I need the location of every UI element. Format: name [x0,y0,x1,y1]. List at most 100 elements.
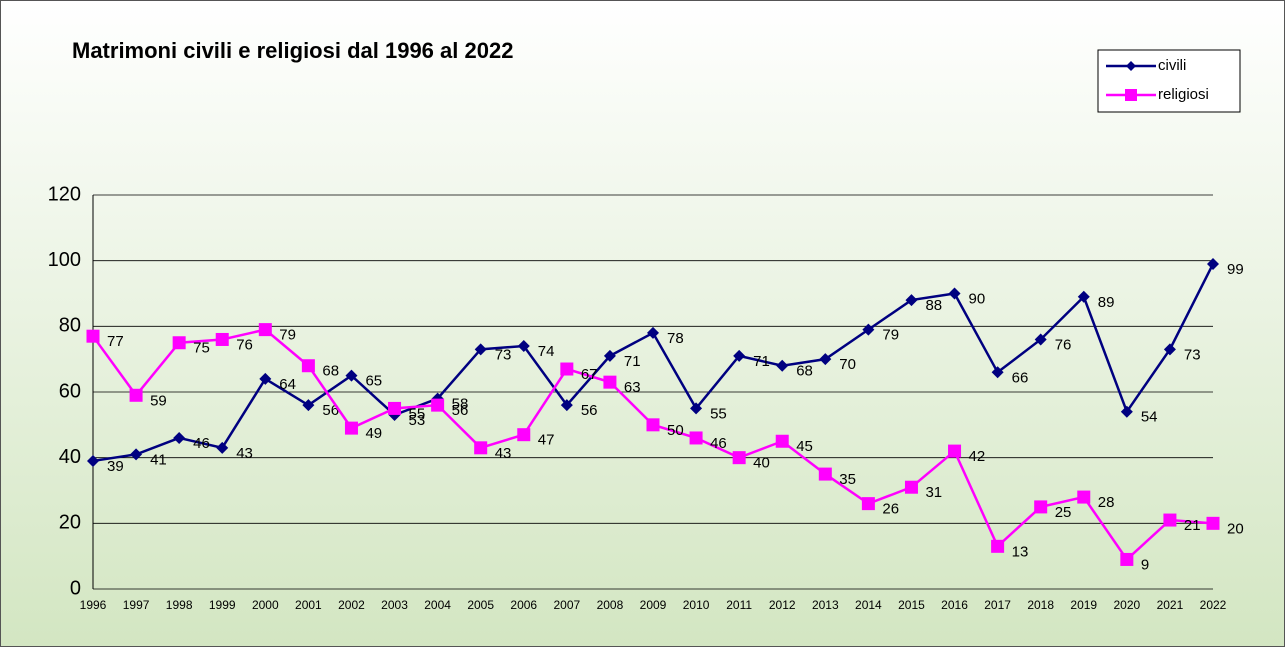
x-tick-label: 1997 [123,598,150,612]
data-label: 35 [839,471,856,488]
data-point [1120,405,1133,418]
x-tick-label: 2022 [1200,598,1227,612]
x-tick-label: 2005 [467,598,494,612]
legend-label: civili [1158,57,1186,74]
legend-label: religiosi [1158,86,1209,103]
data-label: 26 [882,501,899,518]
data-point [172,336,186,350]
data-label: 75 [193,340,210,357]
data-point [1077,290,1090,303]
x-tick-label: 2020 [1113,598,1140,612]
legend-marker [1125,89,1137,101]
x-tick-label: 1996 [80,598,107,612]
data-label: 46 [710,435,727,452]
y-tick-label: 20 [59,512,81,534]
data-label: 89 [1098,294,1115,311]
data-point [991,539,1005,553]
data-label: 21 [1184,517,1201,534]
data-label: 56 [452,402,469,419]
y-tick-label: 100 [48,249,81,271]
data-label: 66 [1012,369,1029,386]
data-point [474,441,488,455]
data-label: 31 [925,484,942,501]
data-point [775,434,789,448]
data-point [948,444,962,458]
data-point [130,448,143,461]
data-label: 68 [322,363,339,380]
data-label: 65 [365,373,382,390]
data-label: 63 [624,379,641,396]
data-point [603,349,616,362]
data-label: 45 [796,438,813,455]
data-label: 55 [710,405,727,422]
data-point [819,353,832,366]
x-tick-label: 2012 [769,598,796,612]
data-label: 74 [538,343,555,360]
x-tick-label: 2006 [510,598,537,612]
x-tick-label: 2010 [683,598,710,612]
data-point [517,340,530,353]
x-tick-label: 2013 [812,598,839,612]
data-point [86,329,100,343]
data-point [258,323,272,337]
data-point [1034,500,1048,514]
data-point [776,359,789,372]
data-label: 76 [1055,336,1072,353]
x-tick-label: 2000 [252,598,279,612]
data-point [173,431,186,444]
data-label: 28 [1098,494,1115,511]
y-tick-label: 120 [48,183,81,205]
data-point [689,431,703,445]
data-label: 58 [452,396,469,413]
data-label: 79 [279,327,296,344]
chart-title: Matrimoni civili e religiosi dal 1996 al… [72,38,513,63]
data-label: 50 [667,422,684,439]
data-point [302,399,315,412]
x-tick-label: 2008 [597,598,624,612]
legend-marker [1126,61,1136,71]
data-label: 55 [409,405,426,422]
data-label: 73 [495,346,512,363]
data-label: 70 [839,356,856,373]
data-label: 42 [969,448,986,465]
data-point [129,388,143,402]
data-label: 25 [1055,504,1072,521]
x-tick-label: 2004 [424,598,451,612]
data-label: 53 [409,412,426,429]
data-point [905,294,918,307]
data-point [647,326,659,339]
data-point [904,480,918,494]
data-point [474,343,487,356]
y-tick-label: 0 [70,577,81,599]
x-tick-label: 2015 [898,598,925,612]
data-label: 54 [1141,409,1158,426]
data-label: 76 [236,336,253,353]
x-tick-label: 2017 [984,598,1011,612]
data-point [646,418,660,432]
data-label: 9 [1141,556,1149,573]
data-point [1206,516,1220,530]
data-point [991,366,1004,379]
x-tick-label: 2009 [640,598,667,612]
x-tick-label: 2002 [338,598,365,612]
data-point [603,375,617,389]
data-point [388,401,402,415]
data-label: 88 [925,297,942,314]
data-label: 43 [495,445,512,462]
data-point [431,398,445,412]
data-point [216,441,229,454]
data-point [259,372,272,385]
data-point [1034,333,1047,346]
x-tick-label: 2018 [1027,598,1054,612]
data-point [1120,552,1134,566]
data-point [1163,343,1176,356]
data-point [861,497,875,511]
data-label: 90 [969,290,986,307]
data-label: 78 [667,330,684,347]
data-label: 56 [322,402,339,419]
data-point [732,451,746,465]
y-tick-label: 40 [59,446,81,468]
data-point [345,369,358,382]
